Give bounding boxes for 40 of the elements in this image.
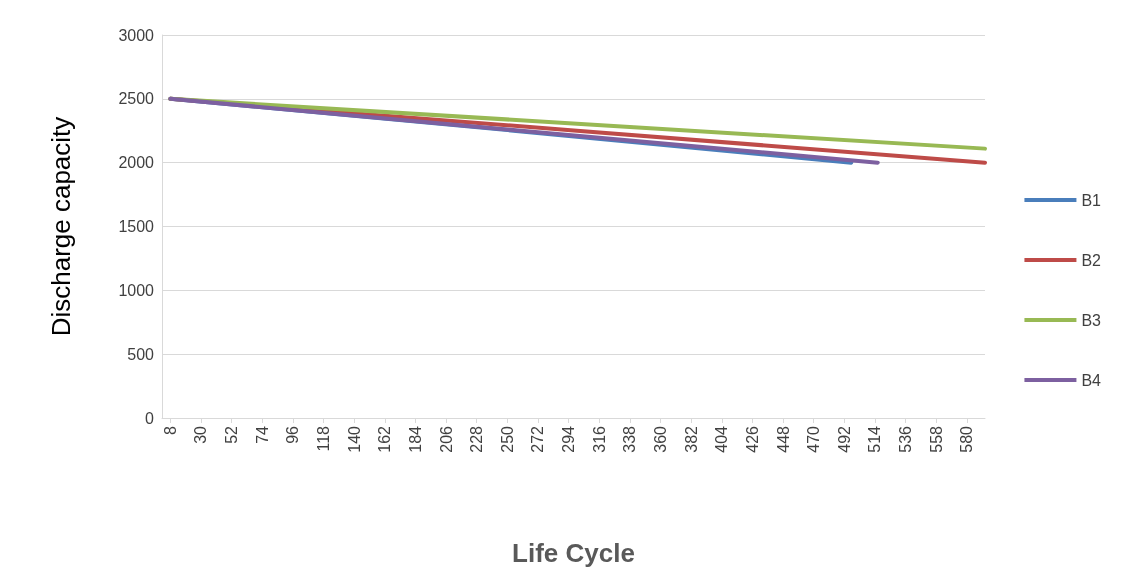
- y-tick-label: 2000: [118, 154, 155, 172]
- x-tick-label: 96: [284, 425, 302, 444]
- y-axis-title: Discharge capacity: [46, 116, 76, 337]
- x-tick-label: 536: [897, 425, 915, 453]
- y-tick-label: 3000: [118, 26, 155, 44]
- x-tick-label: 118: [315, 425, 333, 452]
- x-tick-label: 382: [682, 425, 700, 453]
- legend-label: B4: [1081, 371, 1102, 389]
- x-tick-label: 580: [958, 425, 976, 453]
- x-tick-label: 140: [345, 425, 363, 453]
- x-tick-label: 360: [652, 425, 670, 453]
- x-tick-label: 8: [161, 425, 179, 435]
- x-tick-label: 74: [253, 425, 271, 444]
- x-axis-title: Life Cycle: [512, 538, 635, 568]
- x-tick-label: 30: [192, 425, 210, 444]
- x-tick-label: 338: [621, 425, 639, 453]
- x-tick-label: 558: [927, 425, 945, 453]
- legend-label: B3: [1081, 311, 1102, 329]
- x-tick-label: 184: [406, 425, 424, 453]
- y-tick-label: 1000: [118, 281, 155, 299]
- x-tick-label: 294: [560, 425, 578, 453]
- x-tick-label: 206: [437, 425, 455, 453]
- x-tick-label: 448: [774, 425, 792, 453]
- legend-label: B2: [1081, 251, 1102, 269]
- y-tick-label: 500: [127, 345, 155, 363]
- x-tick-label: 272: [529, 425, 547, 453]
- x-tick-label: 316: [590, 425, 608, 453]
- x-tick-label: 250: [498, 425, 516, 453]
- x-tick-label: 228: [468, 425, 486, 453]
- y-tick-label: 0: [145, 409, 155, 427]
- x-tick-label: 162: [376, 425, 394, 453]
- x-tick-label: 404: [713, 425, 731, 453]
- y-tick-label: 2500: [118, 90, 155, 108]
- x-tick-label: 426: [743, 425, 761, 453]
- x-tick-label: 514: [866, 425, 884, 453]
- x-tick-label: 492: [835, 425, 853, 453]
- y-tick-label: 1500: [118, 218, 155, 235]
- legend-label: B1: [1081, 191, 1102, 209]
- x-tick-label: 470: [805, 425, 823, 453]
- x-tick-label: 52: [223, 425, 241, 444]
